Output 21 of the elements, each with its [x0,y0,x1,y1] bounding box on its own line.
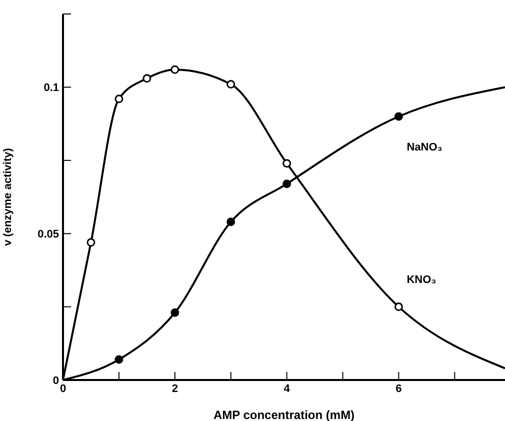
point [114,355,124,364]
text: NaNO₃ [406,141,442,154]
point [282,180,292,188]
point [142,74,152,83]
point [282,159,292,168]
x-tick-label: 4 [284,382,291,395]
point [226,218,236,226]
point [394,302,403,312]
point [394,112,403,121]
y-tick-label: 0.05 [38,228,59,241]
point [86,238,96,247]
point [170,65,180,74]
y-tick-label: 0 [52,374,59,387]
y-axis-title: v (enzyme activity) [2,148,14,246]
y-tick-label: 0.1 [44,82,59,94]
x-tick-label: 2 [172,382,178,395]
point [170,308,180,317]
point [114,94,124,104]
point [226,80,236,89]
series-label: KNO₃ [406,274,436,286]
x-tick-label: 6 [396,382,402,395]
